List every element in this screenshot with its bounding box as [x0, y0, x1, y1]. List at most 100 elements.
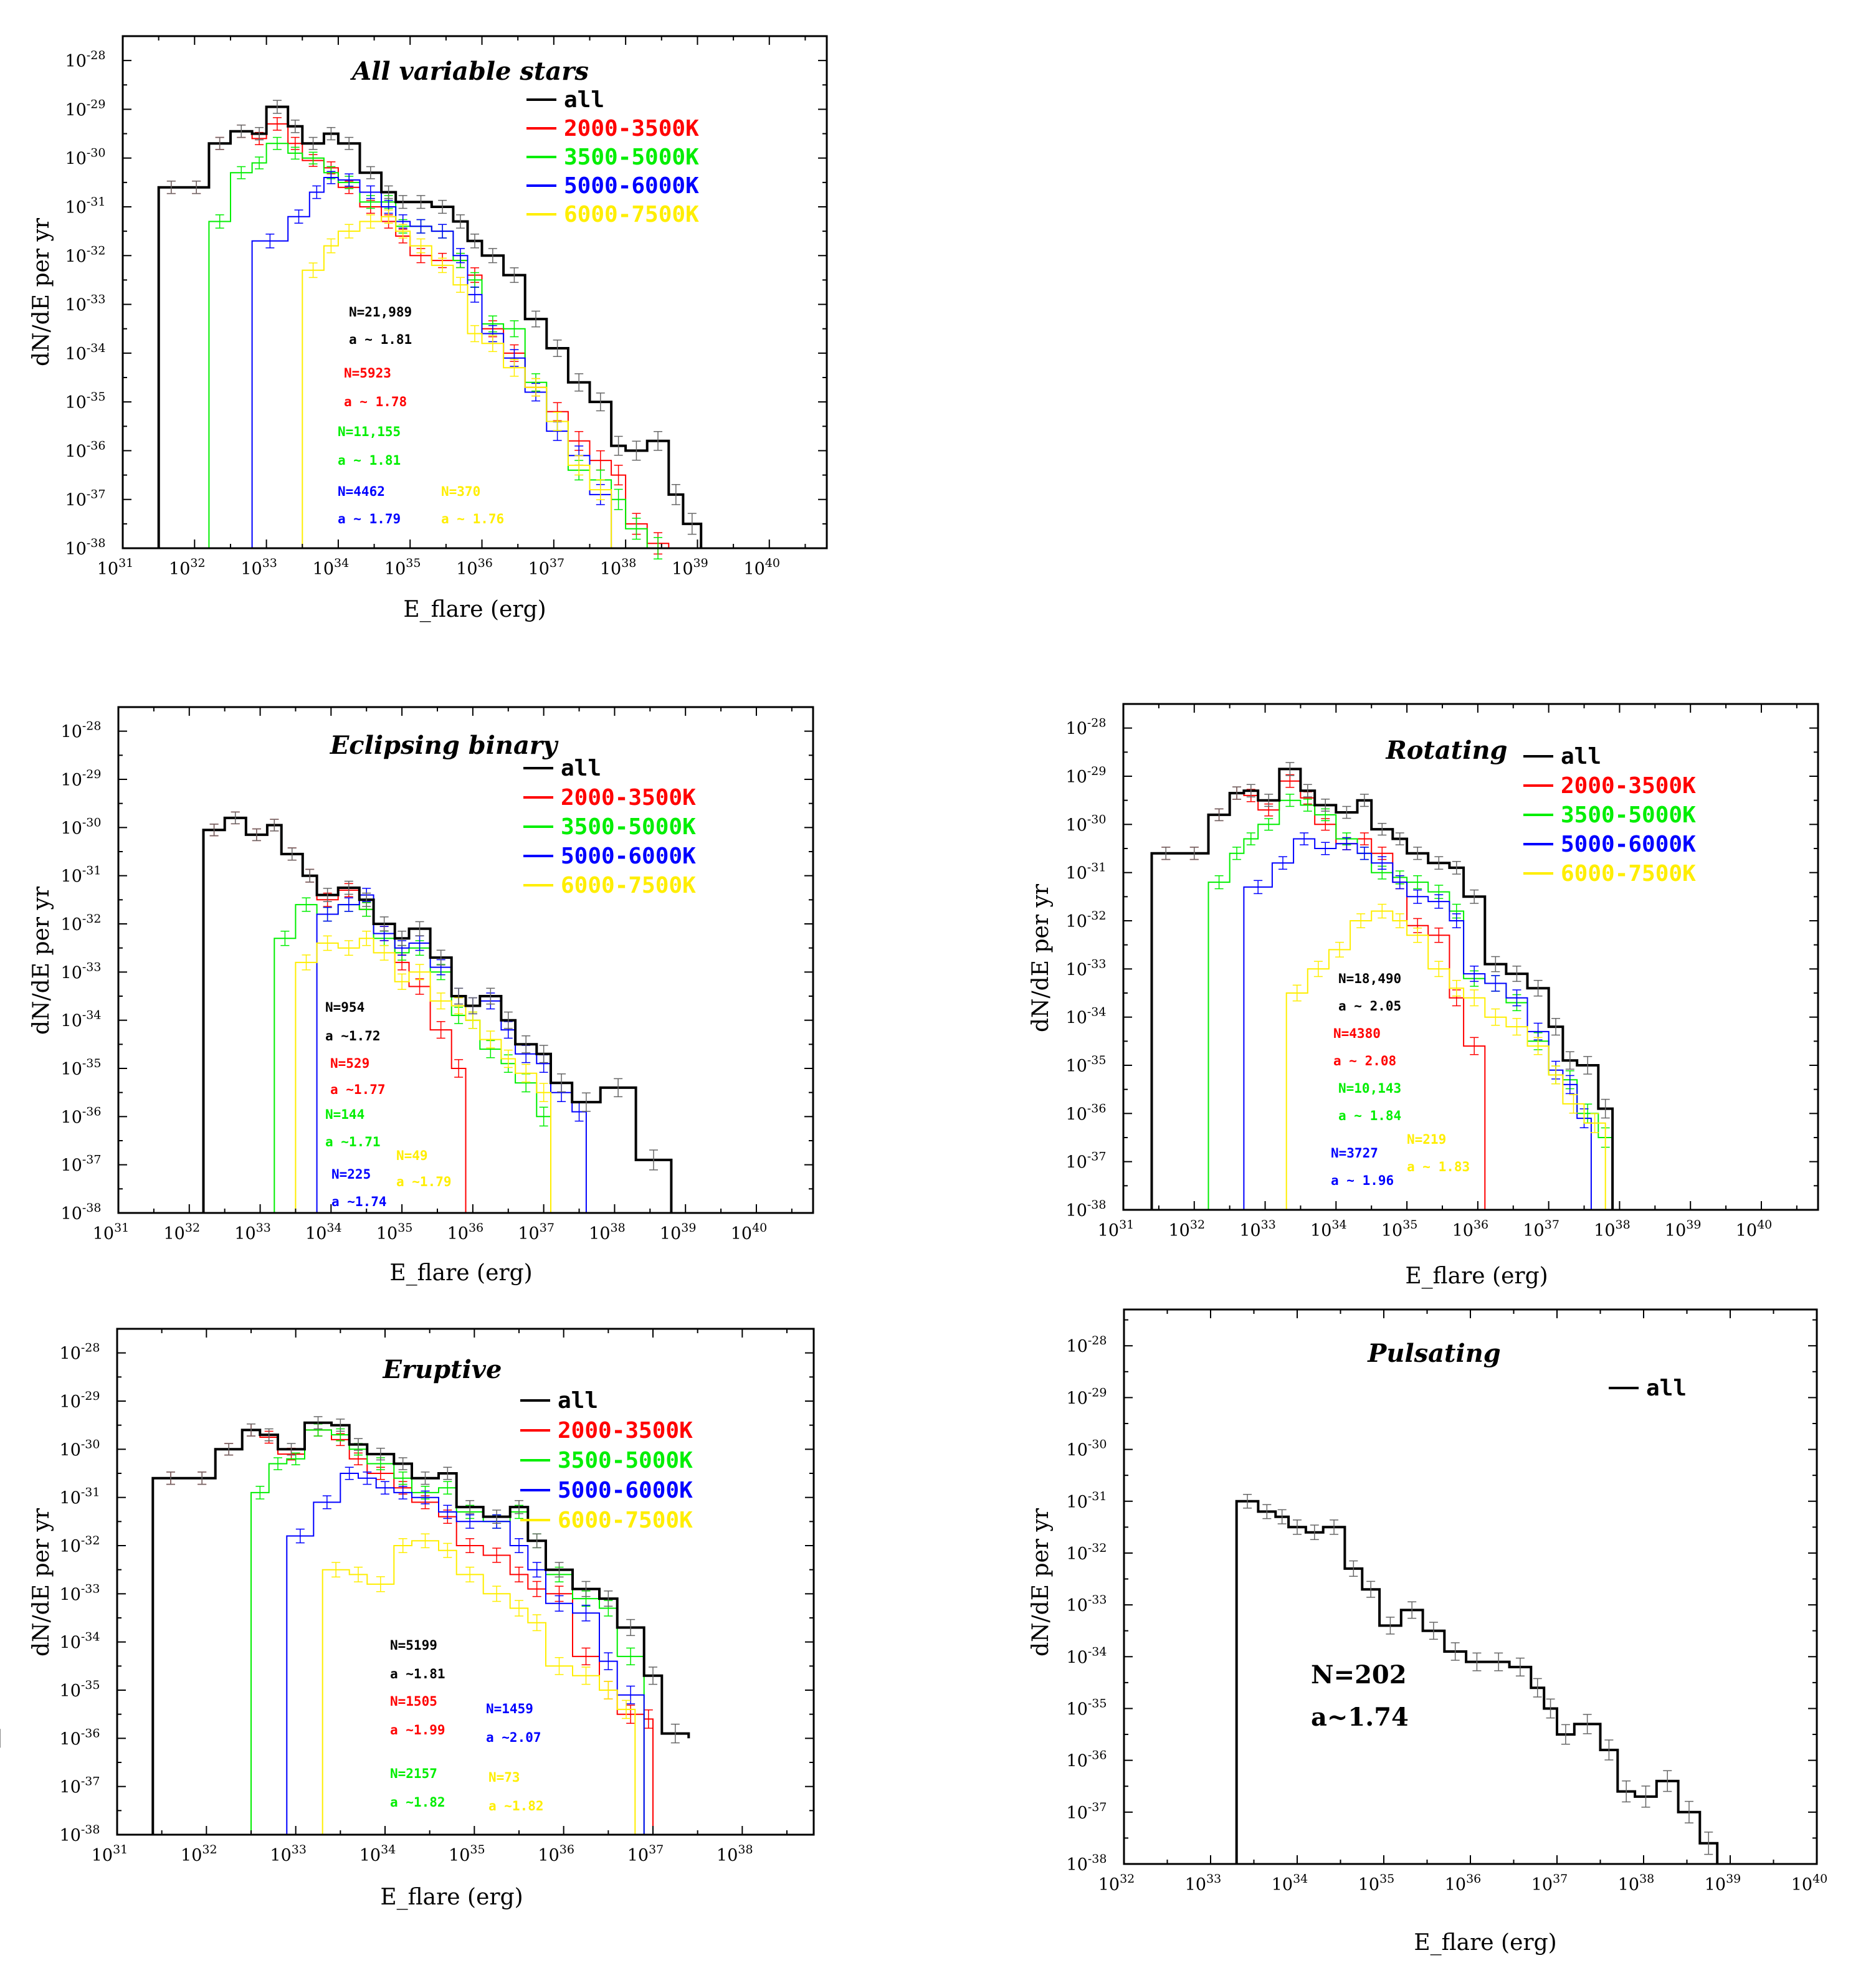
error-bar [1684, 1800, 1693, 1823]
x-tick-label: 1038 [1594, 1218, 1631, 1240]
tick-exponent: 31 [114, 1221, 129, 1235]
legend-label: all [1561, 744, 1601, 769]
tick-exponent: 37 [1553, 1872, 1568, 1886]
error-bar [503, 1011, 513, 1029]
annotation: a ~ 1.96 [1331, 1173, 1394, 1188]
error-bar [1293, 1519, 1302, 1535]
chart-panel-rotating: 1031 1032 1033 1034 1035 1036 1037 1038 1039 1040… [997, 673, 1869, 1314]
y-tick-label: 10-28 [65, 49, 106, 71]
y-axis-label: dN/dE per yr [1028, 1508, 1054, 1657]
y-tick-label: 10-38 [1066, 1198, 1107, 1220]
error-bar [308, 262, 318, 278]
error-bar [291, 1452, 300, 1466]
tick-exponent: -32 [87, 244, 106, 257]
y-tick-label: 10-32 [1066, 909, 1107, 931]
error-bar [1214, 808, 1224, 822]
series-line-5000-6000K [286, 1473, 645, 1835]
legend-label: all [564, 87, 604, 113]
error-bar [192, 180, 201, 194]
error-bar [398, 1471, 407, 1485]
error-bar [1292, 984, 1302, 1002]
error-bar [1413, 927, 1422, 943]
error-bar [555, 1562, 564, 1578]
x-tick-label: 1036 [1445, 1872, 1482, 1894]
legend-entry-all: all [1523, 744, 1601, 769]
error-bar [322, 1495, 331, 1509]
y-tick-label: 10-29 [65, 97, 106, 120]
annotation: a ~ 1.78 [344, 394, 407, 409]
annotation: N=11,155 [338, 424, 401, 439]
error-bar [272, 117, 282, 131]
error-bar [290, 146, 300, 160]
y-tick-label: 10-33 [1066, 957, 1107, 979]
error-bar [1278, 856, 1287, 870]
y-tick-label: 10-37 [60, 1775, 100, 1797]
y-tick-label: 10-32 [61, 912, 102, 934]
error-bar [384, 209, 393, 224]
error-bar [1395, 913, 1404, 928]
error-bar [308, 136, 318, 150]
tick-exponent: -29 [82, 768, 102, 781]
error-bar [510, 320, 519, 338]
error-bar [532, 1533, 541, 1549]
tick-exponent: -28 [81, 1341, 100, 1355]
error-bar [596, 392, 605, 412]
tick-exponent: -38 [1087, 1198, 1107, 1212]
tick-exponent: 31 [118, 556, 133, 570]
y-tick-label: 10-28 [1066, 716, 1107, 739]
y-tick-label: 10-35 [1066, 1053, 1107, 1076]
error-bar [1300, 832, 1309, 845]
error-bar [581, 1604, 591, 1622]
error-bar [1470, 889, 1479, 904]
plot-frame [1122, 703, 1819, 1211]
tick-exponent: 33 [292, 1843, 307, 1856]
error-bar [415, 964, 424, 981]
error-bar [1254, 880, 1263, 895]
error-bar [626, 1704, 636, 1724]
y-tick-label: 10-30 [60, 1437, 100, 1460]
tick-exponent: -32 [1088, 1541, 1107, 1555]
tick-exponent: 33 [1206, 1872, 1221, 1886]
y-tick-label: 10-38 [60, 1823, 100, 1845]
tick-exponent: 36 [559, 1843, 574, 1856]
error-bar [1413, 847, 1422, 860]
tick-exponent: 38 [738, 1843, 753, 1856]
tick-exponent: -38 [82, 1201, 102, 1215]
error-bar [336, 1419, 345, 1432]
error-bar [1277, 1509, 1287, 1524]
tick-exponent: -29 [87, 97, 106, 111]
error-bar [237, 124, 246, 138]
y-tick-label: 10-30 [1066, 812, 1107, 835]
y-tick-label: 10-31 [61, 864, 102, 887]
error-bar [1342, 806, 1351, 819]
error-bar [274, 1457, 282, 1470]
x-tick-label: 1034 [1310, 1218, 1347, 1240]
tick-exponent: 38 [611, 1221, 626, 1235]
error-bar [265, 233, 275, 249]
error-bar [1356, 913, 1366, 928]
x-tick-label: 1039 [1665, 1218, 1702, 1240]
error-bar [366, 185, 375, 199]
tick-exponent: -34 [82, 1009, 102, 1022]
error-bar [305, 868, 315, 883]
error-bar [1491, 1008, 1500, 1026]
legend-entry-6000-7500K: 6000-7500K [523, 873, 696, 898]
tick-exponent: 34 [334, 556, 349, 570]
y-tick-label: 10-30 [1067, 1438, 1107, 1460]
tick-exponent: -30 [82, 815, 102, 829]
chart-all-variable-stars: 1031 1032 1033 1034 1035 1036 1037 1038 1039 1040… [29, 35, 828, 622]
plot-frame [116, 1328, 815, 1836]
x-tick-label: 1032 [169, 556, 206, 579]
legend-entry-5000-6000K: 5000-6000K [1523, 832, 1696, 857]
tick-exponent: -30 [87, 146, 106, 160]
error-bar [1494, 1652, 1503, 1671]
error-bar [326, 238, 336, 254]
tick-exponent: -30 [1087, 812, 1107, 826]
tick-exponent: 40 [1757, 1218, 1772, 1232]
chart-title: Rotating [1385, 736, 1507, 765]
tick-exponent: -28 [87, 49, 106, 62]
annotation: a ~1.71 [325, 1134, 381, 1149]
legend-entry-6000-7500K: 6000-7500K [526, 202, 699, 227]
error-bar [345, 136, 354, 150]
error-bar [455, 214, 465, 229]
